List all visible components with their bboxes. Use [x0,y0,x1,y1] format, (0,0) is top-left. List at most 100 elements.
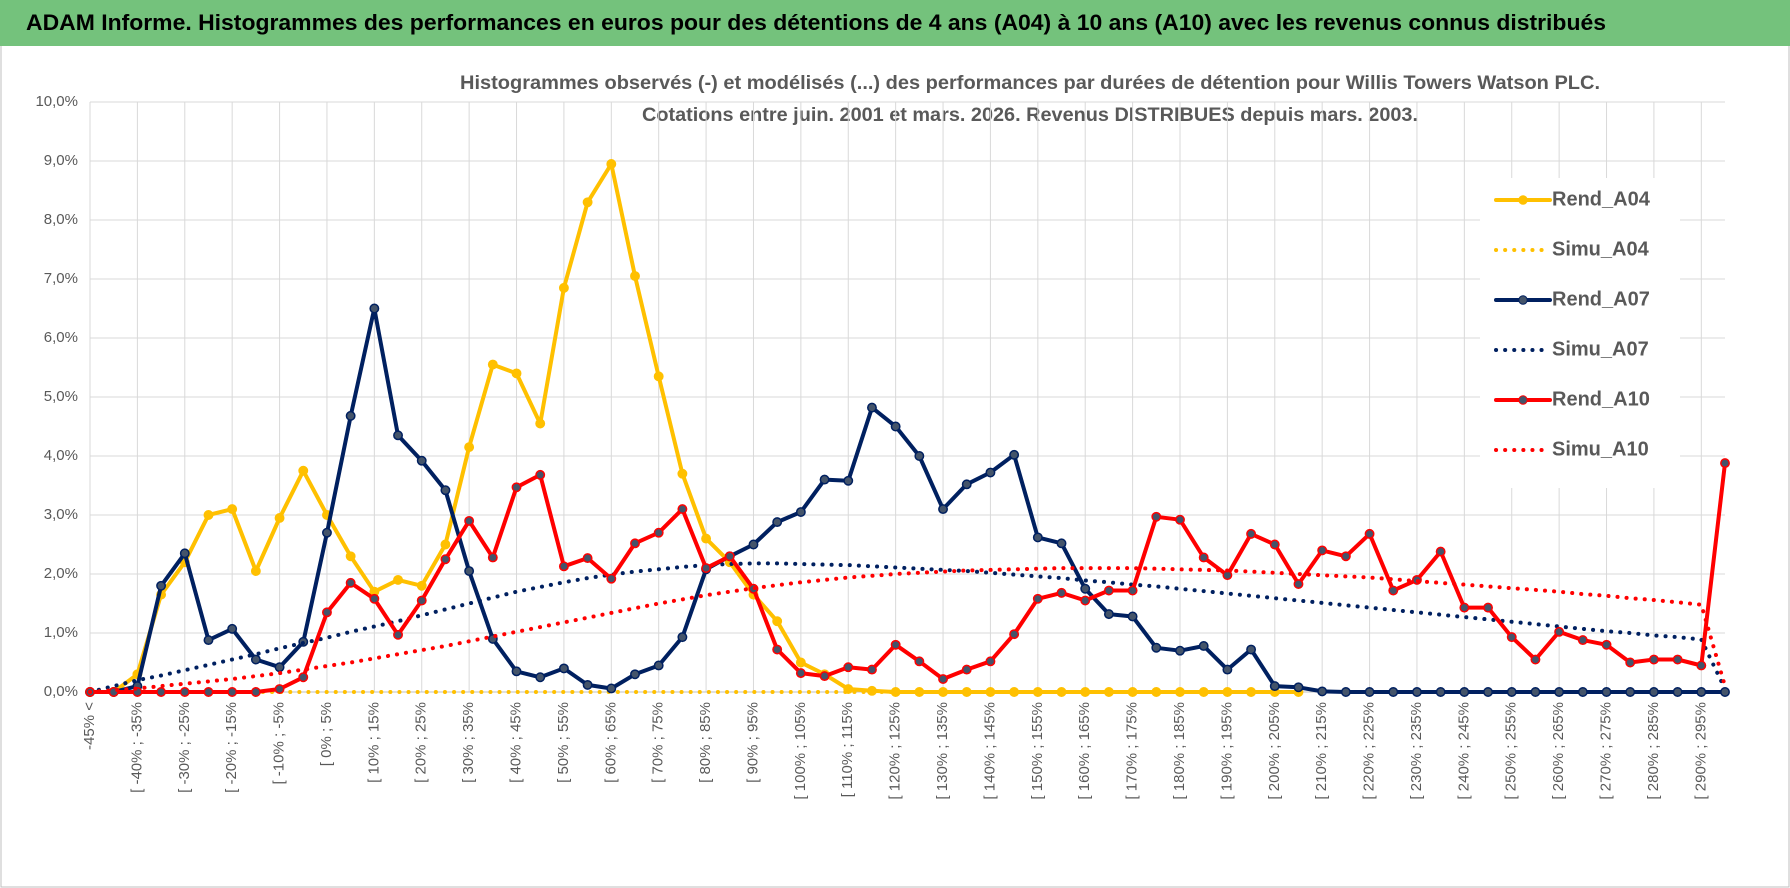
point [630,271,640,281]
point [227,687,238,697]
point [558,282,569,293]
point [1648,687,1659,697]
legend-box [1480,178,1680,488]
point [416,455,427,466]
x-tick-label: [ 240% ; 245% [1455,702,1472,800]
x-tick-label: [ 290% ; 295% [1692,702,1709,800]
point [1388,687,1399,697]
chart-subtitle: Cotations entre juin. 2001 et mars. 2026… [642,105,1418,126]
point [1625,687,1636,697]
y-tick-label: 7,0% [44,270,78,287]
point [250,687,261,697]
point [1222,664,1233,675]
point [867,402,877,413]
x-tick-label: [ 150% ; 155% [1029,702,1046,800]
point [677,468,688,479]
point [1696,660,1707,671]
point [795,668,806,679]
point [227,504,238,515]
point [156,580,167,591]
point [1269,539,1280,550]
point [1246,644,1257,655]
point [1032,593,1043,604]
series-line [88,306,1727,694]
point [843,475,854,486]
point [464,515,475,526]
point [1601,639,1612,650]
x-tick-label: [ 0% ; 5% [318,702,335,766]
point [369,303,380,314]
point [1506,632,1517,643]
point [416,595,427,606]
point [772,616,783,627]
series-line [88,566,1727,694]
x-tick-label: [ 270% ; 275% [1597,702,1614,800]
point [440,539,451,550]
point [203,687,214,697]
point [156,687,167,697]
point [1364,528,1375,539]
point [1340,687,1351,697]
point [1459,602,1470,613]
point [1080,595,1091,606]
point [1175,645,1185,656]
y-tick-label: 0,0% [44,683,78,700]
x-tick-label: [ 40% ; 45% [507,702,524,783]
point [914,451,925,461]
point [772,644,783,655]
legend-label: Simu_A07 [1552,338,1649,360]
x-tick-label: [ 120% ; 125% [887,702,904,800]
point [1175,514,1185,525]
point [511,482,522,493]
point [440,554,451,565]
point [1412,687,1422,697]
point [653,527,664,538]
point [393,430,403,441]
point [345,577,356,588]
point [938,674,948,684]
point [985,467,996,478]
point [203,510,214,520]
legend-marker [1518,195,1528,205]
point [440,485,451,496]
point [843,662,854,673]
x-tick-label: [ 50% ; 55% [555,702,572,783]
point [1364,687,1375,697]
point [914,656,925,667]
point [1483,687,1493,697]
point [1506,687,1517,697]
point [535,672,546,683]
point [1459,687,1470,697]
point [1198,641,1209,651]
y-tick-label: 8,0% [44,211,78,228]
series-line [88,162,1301,694]
point [1435,546,1446,557]
legend-marker [1518,395,1528,405]
point [961,479,972,490]
point [345,410,356,421]
point [1293,579,1304,589]
point [1388,585,1399,596]
y-tick-label: 10,0% [35,93,78,110]
x-tick-label: [ 60% ; 65% [602,702,619,783]
point [203,635,214,646]
point [535,418,546,429]
x-tick-label: [ -40% ; -35% [128,702,145,793]
point [819,671,830,682]
point [1103,609,1114,620]
point [1601,687,1612,697]
header-band [0,0,1790,46]
y-tick-label: 3,0% [44,506,78,523]
point [582,679,593,690]
point [1127,585,1138,596]
y-tick-label: 4,0% [44,447,78,464]
x-tick-label: [ 80% ; 85% [697,702,714,783]
point [1340,551,1351,562]
point [677,504,688,515]
legend-label: Rend_A10 [1552,388,1650,410]
point [819,474,830,485]
x-tick-label: [ 220% ; 225% [1361,702,1378,800]
point [345,551,356,562]
point [1672,687,1683,697]
